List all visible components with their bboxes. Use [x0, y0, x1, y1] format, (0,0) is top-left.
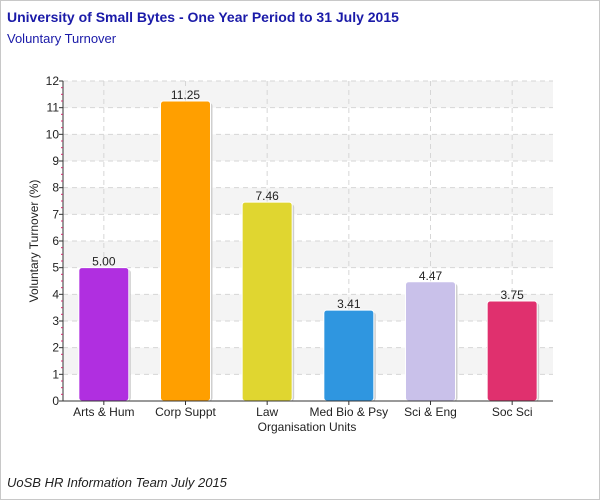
chart-title: University of Small Bytes - One Year Per…: [7, 9, 399, 25]
y-tick-label: 6: [52, 234, 59, 248]
x-ticks: Arts & Hum Corp Suppt Law Med Bio & Psy Sci …: [73, 405, 532, 419]
bar: [486, 300, 538, 402]
y-tick-label: 3: [52, 314, 59, 328]
y-tick-label: 10: [46, 127, 60, 141]
bar: [78, 267, 130, 402]
data-label: 3.41: [337, 297, 361, 311]
data-label: 11.25: [171, 88, 200, 102]
y-tick-label: 11: [47, 101, 60, 115]
x-tick-label: Law: [256, 405, 278, 419]
y-tick-label: 0: [52, 394, 59, 408]
plot-band: [63, 347, 553, 375]
data-label: 5.00: [92, 255, 116, 269]
x-tick-label: Corp Suppt: [155, 405, 216, 419]
plot-band: [63, 81, 553, 108]
x-tick-label: Sci & Eng: [404, 405, 457, 419]
data-label: 3.75: [500, 288, 524, 302]
bar: [323, 309, 375, 402]
axes: [59, 80, 553, 405]
data-labels: 5.00 11.25 7.46 3.41 4.47 3.75: [92, 88, 524, 311]
y-tick-label: 2: [52, 341, 59, 355]
plot-band: [63, 187, 553, 215]
plot-bands: [63, 81, 553, 375]
plot-band: [63, 134, 553, 161]
x-tick-label: Soc Sci: [492, 405, 533, 419]
y-axis-label: Voluntary Turnover (%): [27, 180, 41, 303]
x-axis-label: Organisation Units: [258, 420, 357, 434]
x-tick-label: Med Bio & Psy: [309, 405, 388, 419]
plot-band: [63, 241, 553, 268]
y-tick-label: 8: [52, 181, 59, 195]
bar: [160, 100, 211, 402]
chart-subtitle: Voluntary Turnover: [7, 31, 117, 46]
x-tick-label: Arts & Hum: [73, 405, 134, 419]
y-tick-label: 5: [52, 261, 59, 275]
data-label: 4.47: [419, 269, 443, 283]
bar: [405, 281, 456, 402]
gridlines: [63, 80, 553, 401]
y-tick-label: 9: [52, 154, 59, 168]
y-tick-label: 1: [52, 367, 59, 381]
y-tick-label: 12: [46, 74, 60, 88]
bars: [78, 100, 540, 402]
y-tick-label: 4: [52, 287, 59, 301]
y-tick-label: 7: [52, 207, 59, 221]
plot-band: [63, 294, 553, 321]
footer-credit: UoSB HR Information Team July 2015: [7, 475, 227, 490]
bar: [241, 201, 293, 402]
data-label: 7.46: [255, 189, 279, 203]
